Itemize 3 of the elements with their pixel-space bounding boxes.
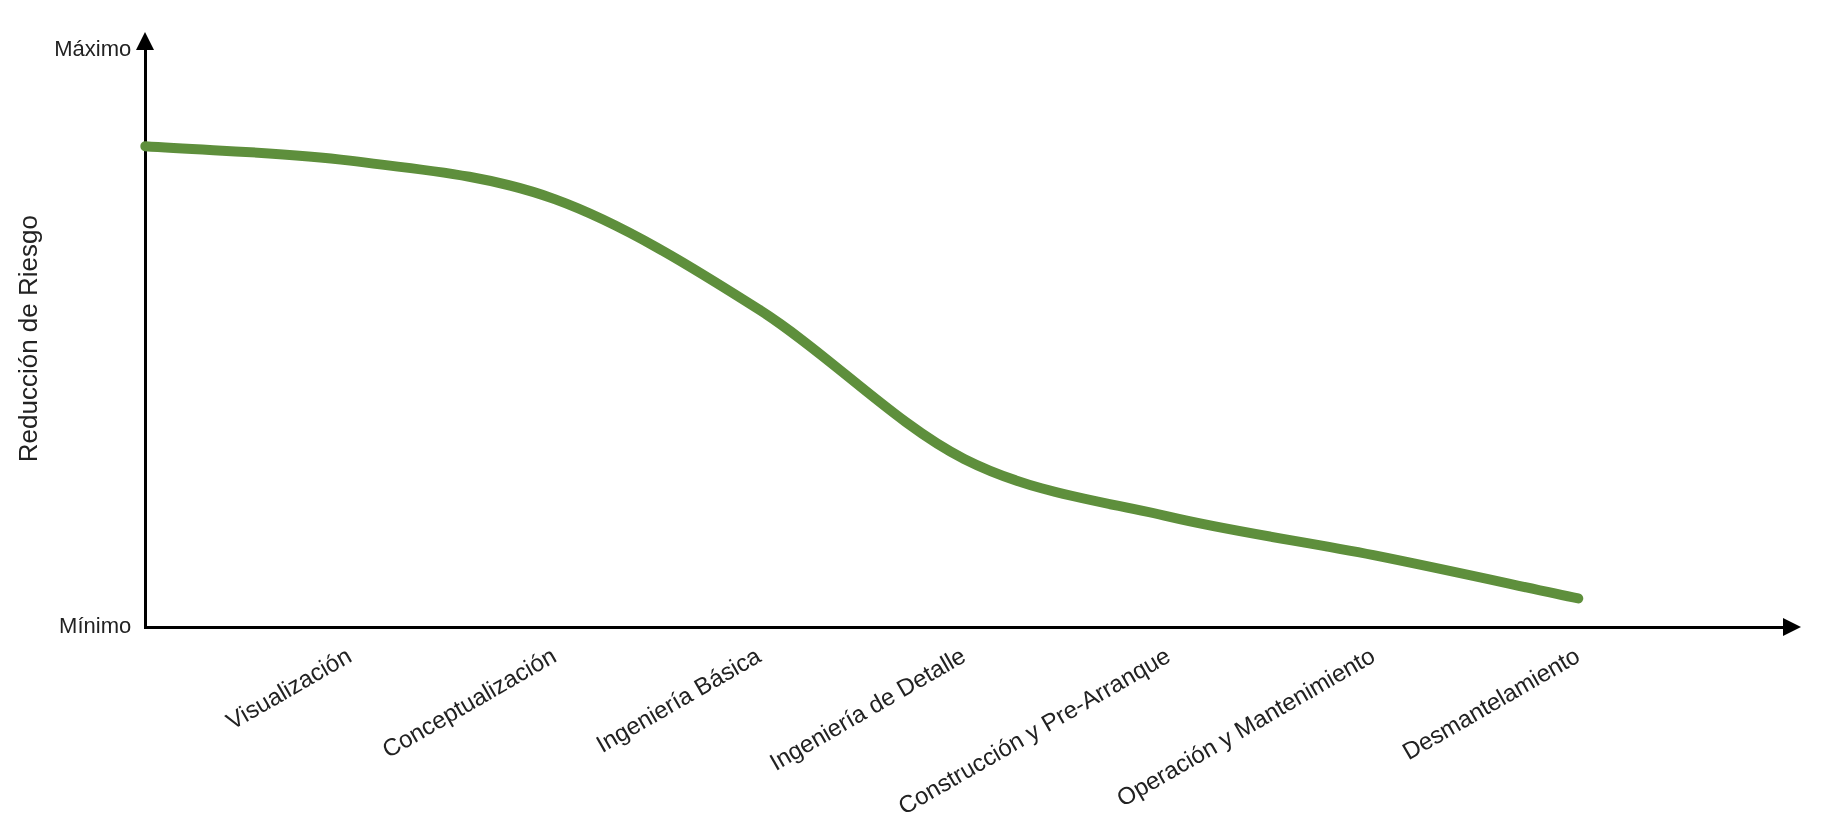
text: Mínimo <box>59 613 132 639</box>
text: Máximo <box>54 36 132 62</box>
y-axis-title: Reducción de Riesgo <box>12 215 43 463</box>
